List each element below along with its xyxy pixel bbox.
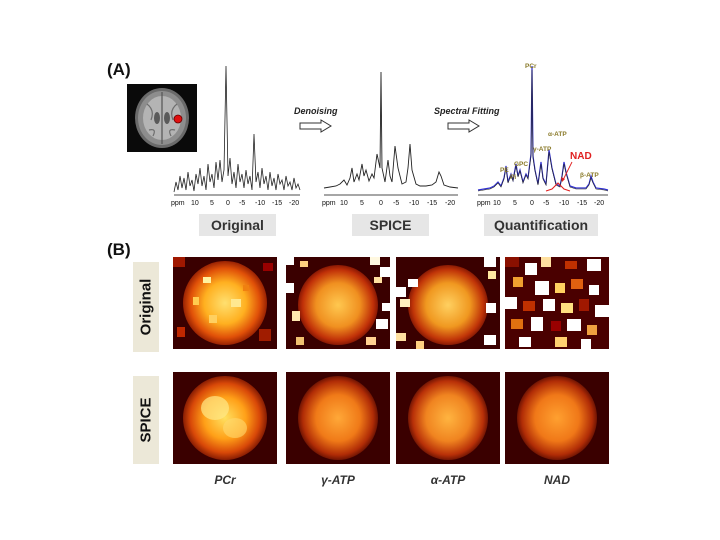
- map-spice-gamma-atp: [286, 372, 390, 464]
- nad-label: NAD: [570, 151, 592, 162]
- svg-text:PCr: PCr: [525, 63, 537, 70]
- svg-text:α-ATP: α-ATP: [548, 131, 567, 138]
- map-original-alpha-atp: [396, 257, 500, 349]
- svg-text:-15: -15: [427, 200, 437, 207]
- map-original-pcr: [173, 257, 277, 349]
- svg-text:-15: -15: [272, 200, 282, 207]
- svg-text:ppm: ppm: [477, 200, 491, 207]
- spectral-fitting-label: Spectral Fitting: [434, 106, 500, 116]
- svg-text:10: 10: [340, 200, 348, 207]
- svg-text:5: 5: [360, 200, 364, 207]
- svg-text:-20: -20: [289, 200, 299, 207]
- svg-text:-20: -20: [594, 200, 604, 207]
- svg-text:β-ATP: β-ATP: [580, 172, 599, 179]
- panel-b-label: (B): [107, 240, 131, 259]
- quantification-axis-ticks: ppm 10 5 0 -5 -10 -15 -20: [477, 200, 604, 207]
- svg-text:5: 5: [513, 200, 517, 207]
- svg-text:Pi: Pi: [510, 174, 516, 181]
- svg-text:-5: -5: [393, 200, 399, 207]
- svg-text:-20: -20: [445, 200, 455, 207]
- original-spectrum: ppm 10 5 0 -5 -10 -15 -20: [171, 65, 301, 207]
- spice-axis-ticks: ppm 10 5 0 -5 -10 -15 -20: [322, 200, 455, 207]
- svg-text:γ-ATP: γ-ATP: [533, 146, 552, 153]
- svg-text:-5: -5: [239, 200, 245, 207]
- svg-text:10: 10: [493, 200, 501, 207]
- spectral-fitting-arrow: [447, 119, 480, 133]
- svg-text:0: 0: [379, 200, 383, 207]
- caption-spice: SPICE: [352, 214, 429, 236]
- quantification-spectrum: PCr α-ATP γ-ATP GPC PE Pi β-ATP NAD ppm …: [477, 63, 609, 207]
- svg-text:5: 5: [210, 200, 214, 207]
- map-spice-alpha-atp: [396, 372, 500, 464]
- denoising-arrow: [299, 119, 332, 133]
- spice-spectrum: ppm 10 5 0 -5 -10 -15 -20: [322, 71, 459, 207]
- svg-text:10: 10: [191, 200, 199, 207]
- map-spice-nad: [505, 372, 609, 464]
- svg-text:-15: -15: [577, 200, 587, 207]
- svg-text:PE: PE: [500, 167, 509, 174]
- svg-text:-10: -10: [559, 200, 569, 207]
- svg-text:GPC: GPC: [514, 161, 528, 168]
- original-axis-ticks: ppm 10 5 0 -5 -10 -15 -20: [171, 200, 299, 207]
- svg-text:0: 0: [530, 200, 534, 207]
- metabolite-label-alpha-atp: α-ATP: [430, 473, 466, 487]
- row-label-spice: SPICE: [133, 376, 159, 464]
- roi-marker: [173, 114, 183, 124]
- svg-text:0: 0: [226, 200, 230, 207]
- metabolite-label-gamma-atp: γ-ATP: [321, 473, 355, 487]
- metabolite-label-nad: NAD: [544, 473, 570, 487]
- map-original-nad: [505, 257, 609, 349]
- brain-mri-thumbnail: [127, 84, 197, 152]
- map-spice-pcr: [173, 372, 277, 464]
- svg-text:ppm: ppm: [171, 200, 185, 207]
- map-original-gamma-atp: [286, 257, 390, 349]
- denoising-label: Denoising: [294, 106, 338, 116]
- metabolite-label-pcr: PCr: [214, 473, 236, 487]
- svg-text:-5: -5: [543, 200, 549, 207]
- svg-text:ppm: ppm: [322, 200, 336, 207]
- caption-quantification: Quantification: [484, 214, 598, 236]
- row-label-original: Original: [133, 262, 159, 352]
- svg-text:-10: -10: [409, 200, 419, 207]
- svg-text:-10: -10: [255, 200, 265, 207]
- panel-a-label: (A): [107, 60, 131, 79]
- caption-original: Original: [199, 214, 276, 236]
- quantification-peak-labels: PCr α-ATP γ-ATP GPC PE Pi β-ATP NAD: [500, 63, 599, 181]
